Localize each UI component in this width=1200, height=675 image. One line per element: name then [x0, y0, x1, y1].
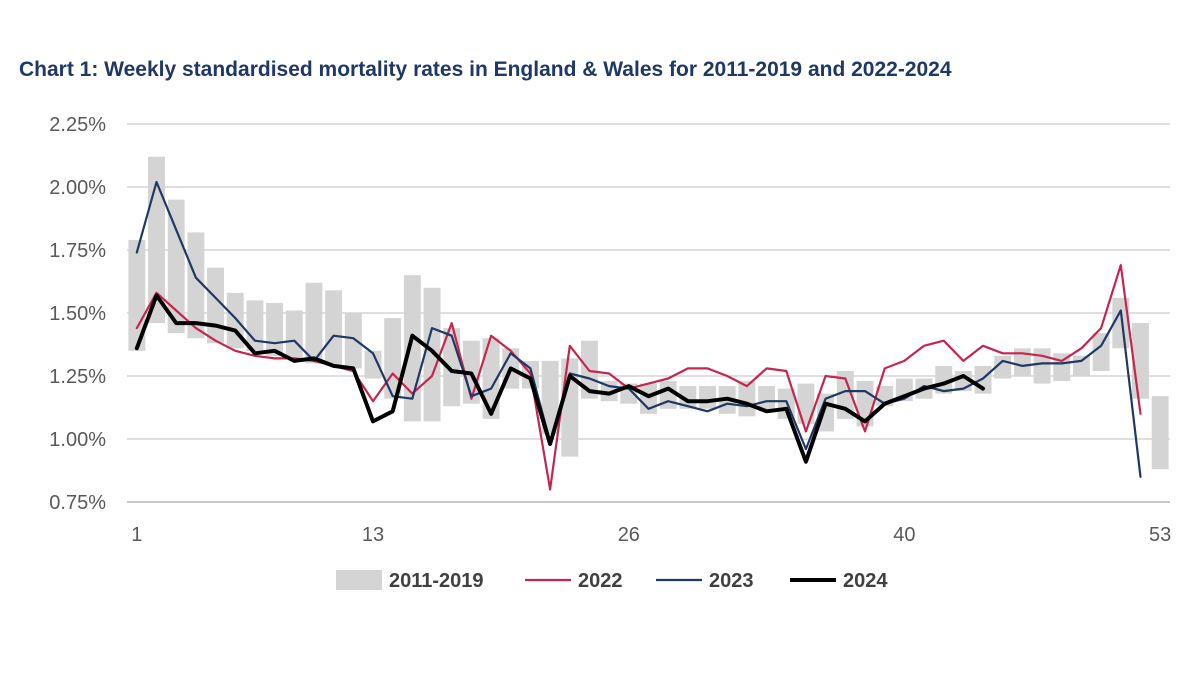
range-bar-week-3 — [167, 199, 185, 334]
y-tick-label: 1.25% — [49, 366, 106, 388]
range-bar-week-1 — [128, 239, 146, 351]
range-bar-week-8 — [266, 302, 284, 356]
legend: 2011-2019 2022 2023 2024 — [336, 570, 888, 592]
range-bar-week-12 — [344, 313, 362, 369]
range-bar-week-16 — [423, 287, 441, 422]
y-tick-label: 2.00% — [49, 177, 106, 199]
y-tick-label: 1.50% — [49, 303, 106, 325]
range-bar-week-7 — [246, 300, 264, 351]
y-tick-label: 0.75% — [49, 492, 106, 514]
range-bar-week-47 — [1033, 348, 1051, 384]
legend-label-2024: 2024 — [843, 570, 888, 592]
range-bar-week-22 — [541, 360, 559, 434]
range-bar-week-50 — [1092, 333, 1110, 371]
legend-swatch-2011-2019 — [336, 570, 382, 590]
y-tick-label: 1.75% — [49, 240, 106, 262]
series-lines — [134, 180, 1142, 491]
range-bar-week-10 — [305, 282, 323, 364]
x-tick-label: 13 — [362, 524, 384, 546]
range-bar-week-46 — [1013, 348, 1031, 376]
range-bar-week-33 — [758, 386, 776, 412]
range-bar-week-32 — [738, 381, 756, 417]
range-bar-week-13 — [364, 350, 382, 379]
range-bar-week-9 — [285, 310, 303, 359]
axes: 0.75% 1.00% 1.25% 1.50% 1.75% 2.00% 2.25% 1 13 26… — [49, 114, 1171, 546]
chart-title: Chart 1: Weekly standardised mortality r… — [19, 58, 952, 81]
legend-label-2022: 2022 — [578, 570, 623, 592]
series-line-2024 — [134, 293, 985, 464]
legend-label-2023: 2023 — [709, 570, 754, 592]
range-bar-week-53 — [1151, 396, 1169, 470]
range-bar-week-19 — [482, 338, 500, 419]
x-tick-label: 53 — [1149, 524, 1171, 546]
x-tick-label: 26 — [618, 524, 640, 546]
range-bar-week-11 — [325, 290, 343, 366]
x-tick-label: 40 — [893, 524, 915, 546]
x-tick-label: 1 — [131, 524, 142, 546]
range-bar-week-4 — [187, 232, 205, 339]
range-bar-week-35 — [797, 383, 815, 424]
y-tick-label: 1.00% — [49, 429, 106, 451]
range-bar-week-49 — [1072, 355, 1090, 376]
legend-label-2011-2019: 2011-2019 — [389, 570, 484, 592]
range-bar-week-30 — [699, 386, 716, 409]
range-bar-week-51 — [1112, 297, 1130, 349]
y-tick-label: 2.25% — [49, 114, 106, 136]
gridlines — [127, 123, 1170, 440]
